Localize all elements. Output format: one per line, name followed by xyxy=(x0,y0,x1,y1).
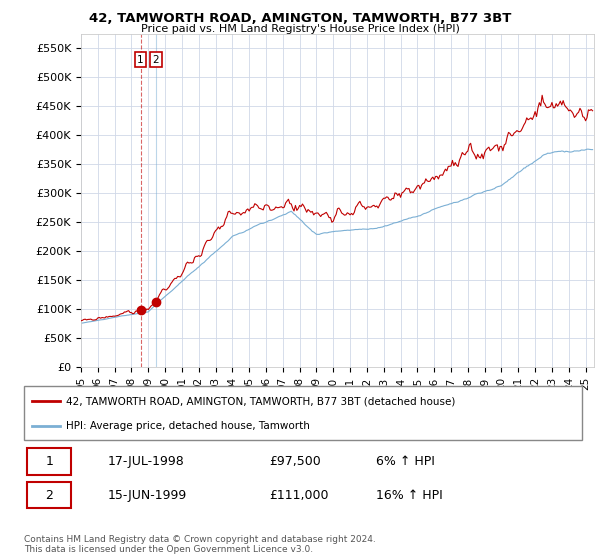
Text: 42, TAMWORTH ROAD, AMINGTON, TAMWORTH, B77 3BT (detached house): 42, TAMWORTH ROAD, AMINGTON, TAMWORTH, B… xyxy=(66,396,455,407)
Text: 1: 1 xyxy=(45,455,53,468)
Text: 6% ↑ HPI: 6% ↑ HPI xyxy=(376,455,434,468)
Text: 17-JUL-1998: 17-JUL-1998 xyxy=(108,455,184,468)
Text: £111,000: £111,000 xyxy=(269,488,329,502)
Bar xyxy=(27,449,71,474)
Text: Price paid vs. HM Land Registry's House Price Index (HPI): Price paid vs. HM Land Registry's House … xyxy=(140,24,460,34)
Text: 2: 2 xyxy=(153,55,160,64)
Text: 16% ↑ HPI: 16% ↑ HPI xyxy=(376,488,442,502)
Text: 42, TAMWORTH ROAD, AMINGTON, TAMWORTH, B77 3BT: 42, TAMWORTH ROAD, AMINGTON, TAMWORTH, B… xyxy=(89,12,511,25)
Text: £97,500: £97,500 xyxy=(269,455,321,468)
Text: 1: 1 xyxy=(137,55,144,64)
Text: HPI: Average price, detached house, Tamworth: HPI: Average price, detached house, Tamw… xyxy=(66,421,310,431)
Text: 2: 2 xyxy=(45,488,53,502)
Bar xyxy=(27,482,71,508)
Text: Contains HM Land Registry data © Crown copyright and database right 2024.
This d: Contains HM Land Registry data © Crown c… xyxy=(24,535,376,554)
Text: 15-JUN-1999: 15-JUN-1999 xyxy=(108,488,187,502)
